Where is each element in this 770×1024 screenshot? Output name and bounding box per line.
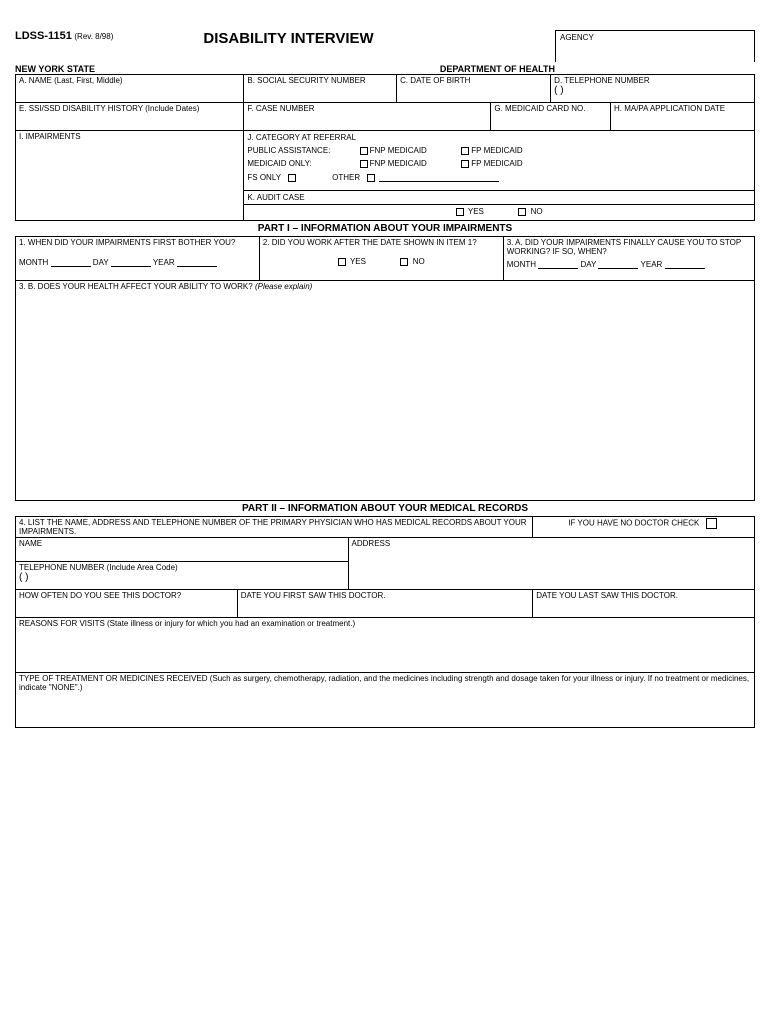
checkbox-q2-yes[interactable]	[338, 258, 346, 266]
top-fields-table: A. NAME (Last, First, Middle) B. SOCIAL …	[15, 74, 755, 221]
doctor-address[interactable]: ADDRESS	[348, 538, 754, 590]
first-saw[interactable]: DATE YOU FIRST SAW THIS DOCTOR.	[237, 590, 533, 618]
form-revision: (Rev. 8/98)	[74, 32, 113, 41]
field-name[interactable]: A. NAME (Last, First, Middle)	[16, 75, 244, 103]
agency-box[interactable]: AGENCY	[555, 30, 755, 62]
form-id: LDSS-1151	[15, 30, 72, 42]
field-case-number[interactable]: F. CASE NUMBER	[244, 103, 491, 131]
how-often[interactable]: HOW OFTEN DO YOU SEE THIS DOCTOR?	[16, 590, 238, 618]
part1-header: PART I – INFORMATION ABOUT YOUR IMPAIRME…	[15, 221, 755, 236]
pa-label: PUBLIC ASSISTANCE:	[247, 146, 357, 155]
checkbox-mo-fnp[interactable]	[360, 160, 368, 168]
agency-label: AGENCY	[560, 33, 594, 42]
part2-header: PART II – INFORMATION ABOUT YOUR MEDICAL…	[15, 501, 755, 516]
field-ssi-history[interactable]: E. SSI/SSD DISABILITY HISTORY (Include D…	[16, 103, 244, 131]
part1-table: 1. WHEN DID YOUR IMPAIRMENTS FIRST BOTHE…	[15, 236, 755, 501]
header: LDSS-1151 (Rev. 8/98) DISABILITY INTERVI…	[15, 30, 755, 62]
q1-cell[interactable]: 1. WHEN DID YOUR IMPAIRMENTS FIRST BOTHE…	[16, 237, 260, 281]
form-id-block: LDSS-1151 (Rev. 8/98)	[15, 30, 113, 42]
q2-cell[interactable]: 2. DID YOU WORK AFTER THE DATE SHOWN IN …	[259, 237, 503, 281]
field-audit-case[interactable]: K. AUDIT CASE	[244, 191, 755, 205]
checkbox-audit-no[interactable]	[518, 208, 526, 216]
part2-table: 4. LIST THE NAME, ADDRESS AND TELEPHONE …	[15, 516, 755, 728]
field-telephone[interactable]: D. TELEPHONE NUMBER ( )	[551, 75, 755, 103]
checkbox-audit-yes[interactable]	[456, 208, 464, 216]
form-title: DISABILITY INTERVIEW	[203, 30, 373, 47]
dept-name: DEPARTMENT OF HEALTH	[440, 64, 555, 74]
no-doctor-cell[interactable]: IF YOU HAVE NO DOCTOR CHECK	[533, 517, 755, 538]
field-medicaid-card[interactable]: G. MEDICAID CARD NO.	[491, 103, 611, 131]
checkbox-no-doctor[interactable]	[706, 518, 717, 529]
doctor-name[interactable]: NAME	[16, 538, 349, 562]
q3a-year[interactable]	[665, 259, 705, 269]
other-line[interactable]	[379, 172, 499, 182]
q3a-day[interactable]	[598, 259, 638, 269]
tel-paren: ( )	[554, 85, 563, 96]
fs-label: FS ONLY	[247, 173, 281, 182]
mo-label: MEDICAID ONLY:	[247, 159, 357, 168]
field-mapa-date[interactable]: H. MA/PA APPLICATION DATE	[610, 103, 754, 131]
field-ssn[interactable]: B. SOCIAL SECURITY NUMBER	[244, 75, 397, 103]
checkbox-pa-fnp[interactable]	[360, 147, 368, 155]
q1-month[interactable]	[51, 257, 91, 267]
last-saw[interactable]: DATE YOU LAST SAW THIS DOCTOR.	[533, 590, 755, 618]
q1-day[interactable]	[111, 257, 151, 267]
field-category-referral[interactable]: J. CATEGORY AT REFERRAL PUBLIC ASSISTANC…	[244, 131, 755, 191]
checkbox-mo-fp[interactable]	[461, 160, 469, 168]
checkbox-other[interactable]	[367, 174, 375, 182]
q3b-cell[interactable]: 3. B. DOES YOUR HEALTH AFFECT YOUR ABILI…	[16, 281, 755, 501]
other-label: OTHER	[332, 173, 360, 182]
doctor-tel[interactable]: TELEPHONE NUMBER (Include Area Code) ( )	[16, 562, 349, 590]
q1-year[interactable]	[177, 257, 217, 267]
q3a-month[interactable]	[538, 259, 578, 269]
field-dob[interactable]: C. DATE OF BIRTH	[397, 75, 551, 103]
q4-cell: 4. LIST THE NAME, ADDRESS AND TELEPHONE …	[16, 517, 533, 538]
checkbox-q2-no[interactable]	[400, 258, 408, 266]
field-impairments[interactable]: I. IMPAIRMENTS	[16, 131, 244, 221]
state-name: NEW YORK STATE	[15, 64, 95, 74]
field-audit-yn[interactable]: YES NO	[244, 205, 755, 221]
checkbox-fs[interactable]	[288, 174, 296, 182]
checkbox-pa-fp[interactable]	[461, 147, 469, 155]
reasons-cell[interactable]: REASONS FOR VISITS (State illness or inj…	[16, 618, 755, 673]
form-page: LDSS-1151 (Rev. 8/98) DISABILITY INTERVI…	[0, 0, 770, 743]
state-row: NEW YORK STATE DEPARTMENT OF HEALTH	[15, 64, 755, 74]
treatment-cell[interactable]: TYPE OF TREATMENT OR MEDICINES RECEIVED …	[16, 673, 755, 728]
q3a-cell[interactable]: 3. A. DID YOUR IMPAIRMENTS FINALLY CAUSE…	[503, 237, 754, 281]
